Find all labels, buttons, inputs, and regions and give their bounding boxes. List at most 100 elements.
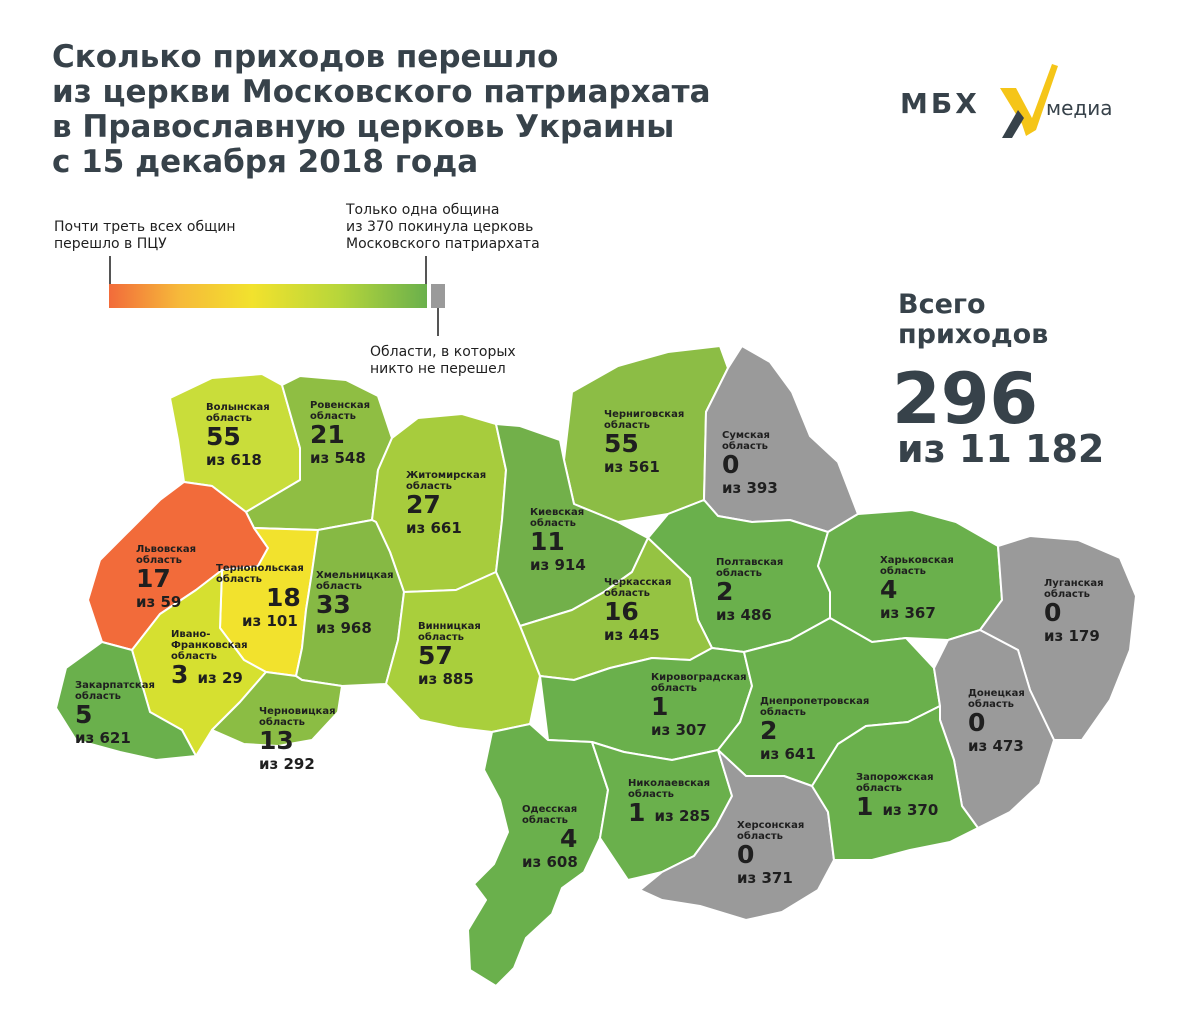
region-total: из 285 <box>654 807 711 825</box>
region-total: из 29 <box>197 669 243 687</box>
legend-gray-note: Области, в которых никто не перешел <box>370 344 516 378</box>
region-value: 0 <box>737 840 755 869</box>
region-total: из 393 <box>722 479 778 497</box>
region-total: из 371 <box>737 869 793 887</box>
region-name-line: Одесская <box>522 804 578 815</box>
region-label-kyiv[interactable]: Киевская область 11 из 914 <box>530 507 586 574</box>
region-label-ivano-frankivsk[interactable]: Ивано- Франковская область 3 из 29 <box>171 629 248 688</box>
title-line-2: из церкви Московского патриархата <box>52 74 711 110</box>
region-total: из 59 <box>136 593 182 611</box>
region-shape-zaporizhzhia[interactable] <box>811 705 979 861</box>
region-name-line: Франковская <box>171 640 248 651</box>
region-label-odesa[interactable]: Одесская область 4 из 608 <box>522 804 581 871</box>
region-name-line: Полтавская <box>716 557 784 568</box>
legend-gray-swatch <box>431 284 445 308</box>
region-value: 1 <box>856 792 874 821</box>
region-name-line: Ровенская <box>310 400 371 411</box>
region-label-kherson[interactable]: Херсонская область 0 из 371 <box>737 820 804 887</box>
region-value: 57 <box>418 641 453 670</box>
total-label-line-1: Всего <box>898 289 986 320</box>
region-label-khmelnytskyi[interactable]: Хмельницкая область 33 из 968 <box>316 570 394 637</box>
region-name-line: область <box>136 555 182 566</box>
total-label: Всего приходов <box>898 290 1048 350</box>
region-value: 1 <box>651 692 669 721</box>
legend-gray-tick <box>437 308 439 336</box>
region-label-luhansk[interactable]: Луганская область 0 из 179 <box>1044 578 1104 645</box>
region-total: из 486 <box>716 606 772 624</box>
region-total: из 968 <box>316 619 372 637</box>
region-label-chernivtsi[interactable]: Черновицкая область 13 из 292 <box>259 706 336 773</box>
region-name-line: область <box>604 420 650 431</box>
region-value: 55 <box>604 429 639 458</box>
region-value: 2 <box>716 577 734 606</box>
logo-text-left: МБХ <box>900 87 980 120</box>
region-name-line: Житомирская <box>406 470 487 481</box>
region-total: из 608 <box>522 853 578 871</box>
region-name-line: область <box>1044 589 1090 600</box>
region-label-mykolaiv[interactable]: Николаевская область 1 из 285 <box>628 778 710 826</box>
region-total: из 179 <box>1044 627 1100 645</box>
region-label-zhytomyr[interactable]: Житомирская область 27 из 661 <box>406 470 486 537</box>
region-label-vinnytsia[interactable]: Винницкая область 57 из 885 <box>418 621 481 688</box>
region-shape-khmelnytskyi[interactable] <box>295 519 405 687</box>
x-mark-icon <box>1000 64 1058 138</box>
region-shape-kherson[interactable] <box>639 749 835 921</box>
region-name-line: область <box>310 411 356 422</box>
region-name-line: Сумская <box>722 430 770 441</box>
legend-gray-note-line-2: никто не перешел <box>370 361 506 377</box>
region-name-line: Днепропетровская <box>760 696 870 707</box>
region-shape-zakarpattia[interactable] <box>55 641 197 761</box>
region-label-kirovohrad[interactable]: Кировоградская область 1 из 307 <box>651 672 747 739</box>
region-label-rivne[interactable]: Ровенская область 21 из 548 <box>310 400 370 467</box>
region-shape-chernivtsi[interactable] <box>211 671 343 747</box>
region-name-line: Тернопольская <box>216 563 304 574</box>
region-value: 55 <box>206 422 241 451</box>
region-name-line: Черниговская <box>604 409 685 420</box>
region-label-zaporizhzhia[interactable]: Запорожская область 1 из 370 <box>856 772 938 820</box>
region-name-line: область <box>522 815 568 826</box>
region-name-line: область <box>75 691 121 702</box>
region-label-chernihiv[interactable]: Черниговская область 55 из 561 <box>604 409 684 476</box>
region-name-line: Львовская <box>136 544 197 555</box>
region-name-line: область <box>968 699 1014 710</box>
total-label-line-2: приходов <box>898 319 1049 350</box>
region-label-donetsk[interactable]: Донецкая область 0 из 473 <box>968 688 1025 755</box>
region-label-sumy[interactable]: Сумская область 0 из 393 <box>722 430 778 497</box>
region-name-line: область <box>259 717 305 728</box>
region-value: 21 <box>310 420 345 449</box>
region-name-line: область <box>530 518 576 529</box>
region-value: 0 <box>722 450 740 479</box>
region-name-line: Донецкая <box>968 688 1025 699</box>
page-title: Сколько приходов перешло из церкви Моско… <box>52 40 812 180</box>
region-name-line: область <box>737 831 783 842</box>
region-name-line: область <box>418 632 464 643</box>
region-total: из 307 <box>651 721 707 739</box>
legend-min-note-line-2: из 370 покинула церковь <box>346 219 534 235</box>
region-label-zakarpattia[interactable]: Закарпатская область 5 из 621 <box>75 680 155 747</box>
region-total: из 621 <box>75 729 131 747</box>
region-total: из 367 <box>880 604 936 622</box>
region-value: 3 <box>171 660 189 689</box>
region-name-line: Волынская <box>206 402 270 413</box>
region-label-poltava[interactable]: Полтавская область 2 из 486 <box>716 557 783 624</box>
region-label-dnipropetrovsk[interactable]: Днепропетровская область 2 из 641 <box>760 696 869 763</box>
region-label-kharkiv[interactable]: Харьковская область 4 из 367 <box>880 555 954 622</box>
region-name-line: Луганская <box>1044 578 1104 589</box>
region-name-line: область <box>628 789 674 800</box>
region-total: из 445 <box>604 626 660 644</box>
region-name-line: область <box>316 581 362 592</box>
region-name-line: Хмельницкая <box>316 570 394 581</box>
region-value: 16 <box>604 597 639 626</box>
region-label-cherkasy[interactable]: Черкасская область 16 из 445 <box>604 577 671 644</box>
region-label-ternopil[interactable]: Тернопольская область 18 из 101 <box>216 563 305 630</box>
region-name-line: Харьковская <box>880 555 954 566</box>
region-name-line: область <box>206 413 252 424</box>
region-value: 2 <box>760 716 778 745</box>
region-label-volyn[interactable]: Волынская область 55 из 618 <box>206 402 270 469</box>
region-value: 17 <box>136 564 171 593</box>
region-value: 27 <box>406 490 441 519</box>
brand-logo[interactable]: МБХ медиа <box>900 60 1160 150</box>
region-label-lviv[interactable]: Львовская область 17 из 59 <box>136 544 196 611</box>
region-name-line: Николаевская <box>628 778 711 789</box>
